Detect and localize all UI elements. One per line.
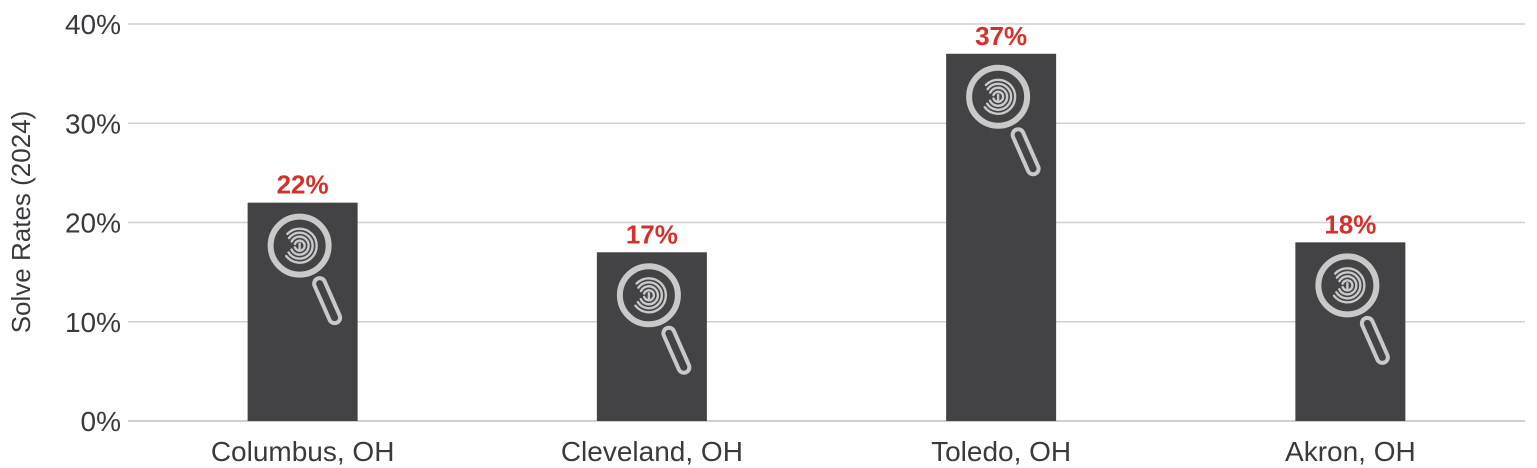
magnifying-glass-fingerprint-icon — [1315, 253, 1390, 365]
y-axis-label: Solve Rates (2024) — [6, 111, 36, 334]
x-category-label: Toledo, OH — [931, 436, 1071, 467]
bar — [247, 202, 358, 421]
x-category-label: Akron, OH — [1285, 436, 1416, 467]
y-tick-label: 20% — [65, 208, 121, 239]
data-label: 37% — [975, 21, 1027, 51]
data-label: 17% — [626, 219, 678, 249]
data-label: 18% — [1324, 209, 1376, 239]
y-tick-label: 40% — [65, 9, 121, 40]
bar — [946, 53, 1057, 422]
y-tick-label: 30% — [65, 108, 121, 139]
magnifying-glass-fingerprint-icon — [966, 64, 1041, 177]
gridlines — [128, 23, 1525, 422]
magnifying-glass-fingerprint-icon — [616, 263, 692, 375]
data-label: 22% — [277, 170, 329, 200]
x-category-label: Cleveland, OH — [561, 436, 743, 467]
bar — [596, 252, 707, 421]
y-axis-ticks: 0% 10% 20% 30% 40% — [65, 9, 121, 437]
x-category-label: Columbus, OH — [211, 436, 395, 467]
y-tick-label: 0% — [81, 406, 121, 437]
bars — [247, 53, 1406, 422]
data-labels: 22% 17% 37% 18% — [277, 21, 1377, 249]
y-tick-label: 10% — [65, 307, 121, 338]
magnifying-glass-fingerprint-icon — [267, 213, 343, 326]
x-axis-categories: Columbus, OH Cleveland, OH Toledo, OH Akron… — [211, 436, 1416, 467]
